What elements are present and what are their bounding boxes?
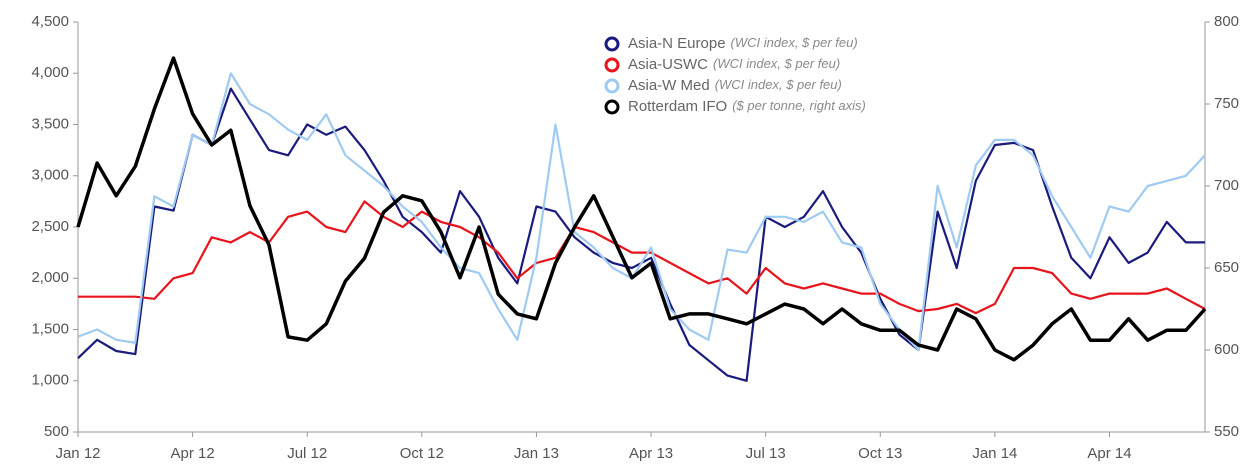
- series-line: [78, 200, 1206, 315]
- y-tick-label: 4,000: [31, 64, 69, 81]
- legend-item: Asia-USWC (WCI index, $ per feu): [604, 56, 840, 73]
- y2-tick-label: 800: [1214, 13, 1239, 30]
- y2-tick-label: 700: [1214, 177, 1239, 194]
- x-tick-label: Apr 12: [171, 445, 215, 462]
- legend-label: Asia-USWC (WCI index, $ per feu): [628, 56, 840, 73]
- legend-note: ($ per tonne, right axis): [732, 98, 866, 113]
- series-line: [77, 72, 1206, 352]
- series-line: [76, 56, 1207, 362]
- legend-item: Asia-W Med (WCI index, $ per feu): [604, 77, 842, 94]
- x-tick-label: Jan 14: [972, 445, 1017, 462]
- y2-tick-label: 600: [1214, 341, 1239, 358]
- legend-marker: [604, 36, 620, 52]
- legend-note: (WCI index, $ per feu): [713, 56, 840, 71]
- legend-item: Rotterdam IFO ($ per tonne, right axis): [604, 98, 866, 115]
- y-tick-label: 3,000: [31, 167, 69, 184]
- legend-label: Asia-N Europe (WCI index, $ per feu): [628, 35, 858, 52]
- legend-marker: [604, 57, 620, 73]
- x-tick-label: Jan 12: [55, 445, 100, 462]
- legend-item: Asia-N Europe (WCI index, $ per feu): [604, 35, 858, 52]
- legend-note: (WCI index, $ per feu): [731, 35, 858, 50]
- legend-name: Asia-W Med: [628, 77, 710, 94]
- x-tick-label: Apr 14: [1087, 445, 1131, 462]
- x-tick-label: Jul 13: [746, 445, 786, 462]
- y-tick-label: 3,500: [31, 115, 69, 132]
- legend-marker: [604, 78, 620, 94]
- x-tick-label: Apr 13: [629, 445, 673, 462]
- y-tick-label: 500: [44, 423, 69, 440]
- y-tick-label: 2,000: [31, 269, 69, 286]
- y-tick-label: 4,500: [31, 13, 69, 30]
- x-tick-label: Oct 13: [858, 445, 902, 462]
- x-tick-label: Jan 13: [514, 445, 559, 462]
- legend-name: Asia-USWC: [628, 56, 708, 73]
- y-tick-label: 2,500: [31, 218, 69, 235]
- y-tick-label: 1,500: [31, 320, 69, 337]
- legend-label: Rotterdam IFO ($ per tonne, right axis): [628, 98, 866, 115]
- y2-tick-label: 650: [1214, 259, 1239, 276]
- legend-note: (WCI index, $ per feu): [715, 77, 842, 92]
- x-tick-label: Jul 12: [287, 445, 327, 462]
- y-tick-label: 1,000: [31, 372, 69, 389]
- legend-name: Rotterdam IFO: [628, 98, 727, 115]
- x-tick-label: Oct 12: [400, 445, 444, 462]
- legend-name: Asia-N Europe: [628, 35, 726, 52]
- y2-tick-label: 550: [1214, 423, 1239, 440]
- legend-label: Asia-W Med (WCI index, $ per feu): [628, 77, 842, 94]
- y2-tick-label: 750: [1214, 95, 1239, 112]
- legend-marker: [604, 99, 620, 115]
